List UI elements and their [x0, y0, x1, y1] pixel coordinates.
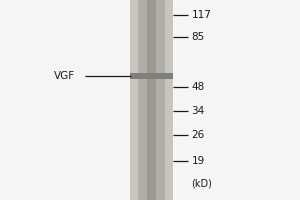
Text: 117: 117: [191, 10, 211, 20]
Text: (kD): (kD): [191, 179, 212, 189]
Text: 48: 48: [191, 82, 205, 92]
Bar: [138, 0, 165, 200]
Bar: [130, 73, 173, 79]
Text: 85: 85: [191, 32, 205, 42]
Text: 34: 34: [191, 106, 205, 116]
Text: VGF: VGF: [54, 71, 75, 81]
Bar: [130, 0, 173, 200]
Bar: [147, 0, 156, 200]
Text: 19: 19: [191, 156, 205, 166]
Text: 26: 26: [191, 130, 205, 140]
